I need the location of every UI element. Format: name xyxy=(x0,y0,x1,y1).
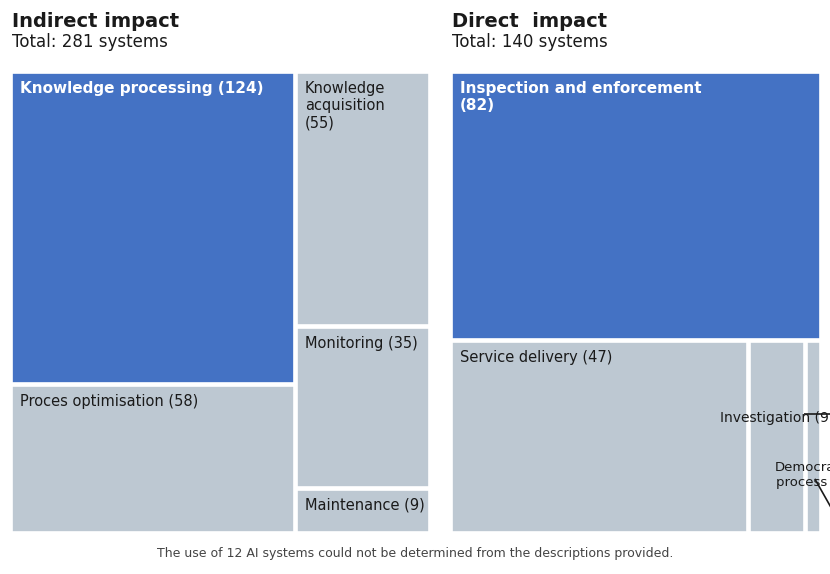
Bar xyxy=(297,490,429,532)
Text: Service delivery (47): Service delivery (47) xyxy=(460,350,613,365)
Text: Total: 281 systems: Total: 281 systems xyxy=(12,33,168,51)
Text: Inspection and enforcement
(82): Inspection and enforcement (82) xyxy=(460,81,701,114)
Bar xyxy=(807,342,820,532)
Text: Monitoring (35): Monitoring (35) xyxy=(305,336,417,351)
Bar xyxy=(12,73,294,383)
Bar xyxy=(750,342,804,532)
Text: Indirect impact: Indirect impact xyxy=(12,12,179,31)
Text: Democratic
process (2): Democratic process (2) xyxy=(775,461,830,489)
Bar xyxy=(452,73,820,339)
Bar xyxy=(297,328,429,487)
Bar xyxy=(297,73,429,325)
Text: Investigation (9): Investigation (9) xyxy=(720,411,830,425)
Text: Maintenance (9): Maintenance (9) xyxy=(305,498,425,513)
Text: Knowledge
acquisition
(55): Knowledge acquisition (55) xyxy=(305,81,385,131)
Text: Knowledge processing (124): Knowledge processing (124) xyxy=(20,81,263,96)
Text: The use of 12 AI systems could not be determined from the descriptions provided.: The use of 12 AI systems could not be de… xyxy=(157,547,673,560)
Bar xyxy=(452,342,747,532)
Text: Direct  impact: Direct impact xyxy=(452,12,607,31)
Text: Proces optimisation (58): Proces optimisation (58) xyxy=(20,394,198,409)
Text: Total: 140 systems: Total: 140 systems xyxy=(452,33,608,51)
Bar xyxy=(12,386,294,532)
